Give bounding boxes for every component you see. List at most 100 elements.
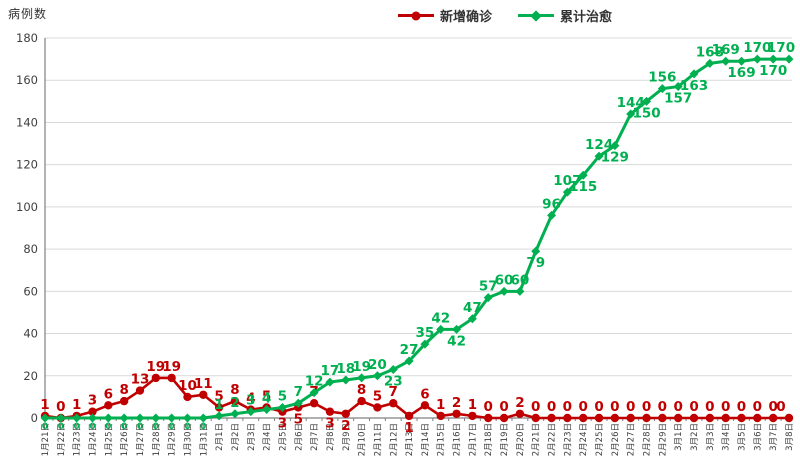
- data-point-marker: [484, 413, 493, 423]
- data-label: 124: [585, 137, 613, 153]
- x-tick-label: 2月25日: [595, 423, 605, 456]
- data-label: 107: [553, 173, 581, 189]
- data-label: 168: [696, 44, 724, 60]
- data-point-marker: [689, 413, 699, 423]
- data-label: 115: [569, 179, 597, 195]
- line-circle-marker-icon: [397, 11, 434, 20]
- data-label: 1: [436, 397, 445, 413]
- y-tick-label: 40: [23, 327, 38, 341]
- data-point-marker: [452, 409, 461, 418]
- data-label: 5: [262, 388, 271, 404]
- x-tick-label: 1月21日: [41, 423, 51, 456]
- data-point-marker: [214, 411, 224, 421]
- data-point-marker: [404, 356, 414, 366]
- data-label: 0: [579, 399, 588, 415]
- data-label: 0: [768, 399, 777, 415]
- data-label: 60: [495, 272, 514, 288]
- data-label: 0: [184, 422, 190, 432]
- data-point-marker: [626, 109, 636, 119]
- data-point-marker: [721, 413, 730, 423]
- data-label: 5: [214, 388, 223, 404]
- data-point-marker: [341, 409, 350, 418]
- data-point-marker: [325, 377, 335, 387]
- data-point-marker: [87, 413, 97, 423]
- data-point-marker: [579, 413, 588, 423]
- x-tick-label: 2月24日: [579, 423, 589, 456]
- data-label: 0: [56, 399, 65, 415]
- data-point-marker: [199, 390, 208, 399]
- x-tick-label: 2月10日: [358, 423, 368, 456]
- data-label: 0: [531, 399, 540, 415]
- data-point-marker: [167, 373, 176, 383]
- data-point-marker: [262, 405, 272, 415]
- data-point-marker: [768, 54, 778, 64]
- data-label: 0: [121, 422, 127, 432]
- data-point-marker: [594, 413, 604, 423]
- x-tick-label: 2月14日: [421, 423, 431, 456]
- x-tick-label: 1月31日: [199, 423, 209, 456]
- data-point-marker: [784, 413, 794, 423]
- data-label: 0: [737, 399, 746, 415]
- data-label: 1: [72, 397, 81, 413]
- y-tick-label: 120: [16, 158, 38, 172]
- x-tick-label: 2月7日: [310, 423, 320, 451]
- data-label: 157: [664, 91, 692, 107]
- x-tick-label: 1月22日: [57, 423, 67, 456]
- data-point-marker: [610, 413, 620, 423]
- data-label: 13: [131, 372, 150, 388]
- data-point-marker: [167, 413, 177, 423]
- data-label: 0: [89, 422, 95, 432]
- data-point-marker: [56, 413, 66, 423]
- data-point-marker: [246, 407, 256, 417]
- data-label: 8: [357, 382, 366, 398]
- x-tick-label: 2月2日: [231, 423, 241, 451]
- data-point-marker: [467, 314, 477, 324]
- data-point-marker: [752, 54, 762, 64]
- y-tick-label: 60: [23, 284, 38, 298]
- x-tick-label: 3月8日: [785, 423, 795, 451]
- data-point-marker: [531, 413, 540, 423]
- data-point-marker: [151, 373, 161, 383]
- data-label: 0: [626, 399, 635, 415]
- data-label: 27: [400, 342, 419, 358]
- data-label: 0: [137, 422, 143, 432]
- data-label: 0: [642, 399, 651, 415]
- data-label: 0: [499, 399, 508, 415]
- data-label: 169: [727, 65, 755, 81]
- data-point-marker: [499, 286, 509, 296]
- x-tick-label: 2月11日: [373, 423, 383, 456]
- data-point-marker: [372, 371, 382, 381]
- data-point-marker: [737, 413, 746, 423]
- y-tick-label: 180: [16, 31, 38, 45]
- data-label: 47: [463, 300, 482, 316]
- data-point-marker: [531, 246, 541, 256]
- x-tick-label: 2月15日: [437, 423, 447, 456]
- data-point-marker: [436, 324, 446, 334]
- legend: 新增确诊 累计治愈: [397, 6, 612, 25]
- data-point-marker: [104, 401, 113, 410]
- x-tick-label: 1月26日: [120, 423, 130, 456]
- x-tick-label: 1月27日: [136, 423, 146, 456]
- data-point-marker: [357, 396, 366, 406]
- data-label: 0: [58, 422, 64, 432]
- data-label: 42: [431, 310, 450, 326]
- data-point-marker: [515, 409, 525, 418]
- data-point-marker: [404, 411, 414, 421]
- data-label: 0: [594, 399, 603, 415]
- data-point-marker: [420, 401, 430, 410]
- x-tick-label: 3月7日: [769, 423, 779, 451]
- data-point-marker: [420, 339, 430, 349]
- x-tick-label: 2月21日: [532, 423, 542, 456]
- data-point-marker: [563, 413, 572, 423]
- x-tick-label: 1月23日: [73, 423, 83, 456]
- data-point-marker: [658, 413, 667, 423]
- y-tick-label: 20: [23, 369, 38, 383]
- data-label: 170: [767, 40, 795, 56]
- data-point-marker: [594, 151, 604, 161]
- x-tick-label: 2月4日: [263, 423, 273, 451]
- data-label: 5: [278, 388, 287, 404]
- data-label: 7: [389, 384, 398, 400]
- data-point-marker: [673, 413, 683, 423]
- data-point-marker: [768, 413, 778, 423]
